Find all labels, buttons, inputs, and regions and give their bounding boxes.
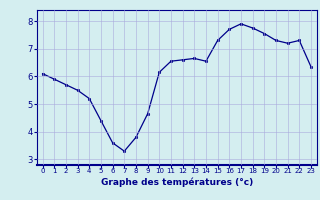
X-axis label: Graphe des températures (°c): Graphe des températures (°c) (101, 177, 253, 187)
